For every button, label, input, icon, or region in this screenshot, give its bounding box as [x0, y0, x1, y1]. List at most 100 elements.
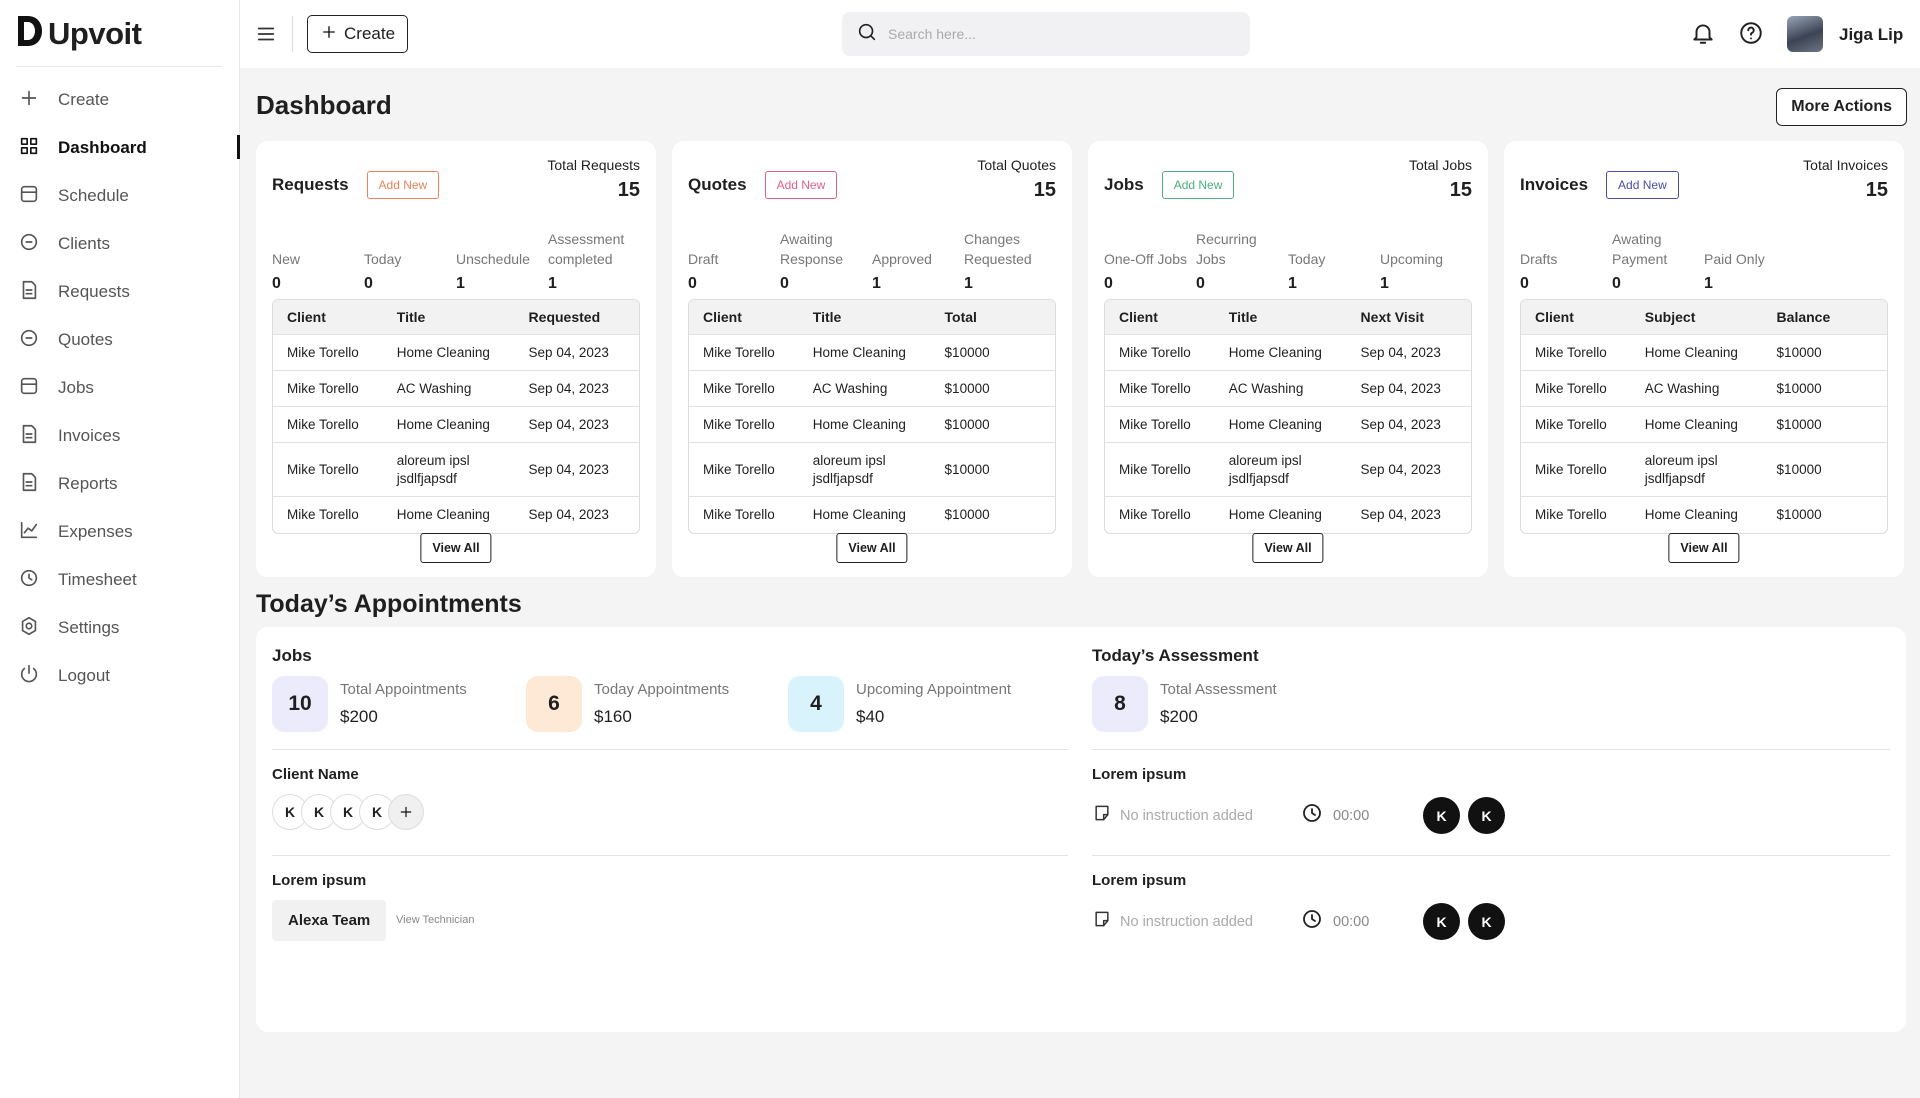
table-cell: Mike Torello: [1105, 334, 1215, 371]
nav-label: Timesheet: [58, 570, 137, 589]
table-cell: Sep 04, 2023: [1346, 406, 1471, 443]
note-icon: [1092, 803, 1112, 828]
add-client[interactable]: [388, 794, 424, 830]
icon: [1303, 910, 1321, 928]
appointments-panel: Jobs 10 Total Appointments $200 6 Today Appoi…: [256, 627, 1906, 1032]
icon: [20, 664, 38, 682]
nav-item[interactable]: Expenses: [18, 516, 240, 548]
add-new-button[interactable]: Add New: [764, 171, 838, 199]
view-all-button[interactable]: View All: [1252, 533, 1324, 563]
total-label: Total Jobs: [1408, 157, 1472, 173]
notifications[interactable]: [1690, 20, 1716, 51]
help[interactable]: [1738, 20, 1764, 51]
stat: Drafts 0: [1520, 231, 1612, 293]
icon: [1693, 24, 1713, 44]
stat: New 0: [272, 231, 364, 293]
table-cell: Mike Torello: [1521, 496, 1631, 533]
card-table: Client Title Next Visit Mike Torello Home Cl…: [1105, 300, 1471, 533]
user-name[interactable]: Jiga Lip: [1839, 25, 1904, 44]
table-cell: Sep 04, 2023: [1346, 496, 1471, 533]
stat-value: 0: [1520, 275, 1529, 292]
add-new-button[interactable]: Add New: [366, 171, 440, 199]
stat-tile: 8: [1092, 676, 1148, 732]
assignee-avatar: K: [1423, 903, 1460, 940]
more-actions[interactable]: More Actions: [1776, 88, 1907, 126]
appointment-stat: 10 Total Appointments $200: [272, 676, 467, 732]
active-indicator: [237, 135, 240, 159]
menu-button[interactable]: [255, 23, 277, 50]
stat-value: 0: [780, 275, 789, 292]
create-button[interactable]: Create: [307, 15, 409, 53]
table-cell: Mike Torello: [1521, 370, 1631, 407]
page-title: Dashboard: [256, 90, 392, 120]
stat-label: Today Appointments: [594, 681, 730, 698]
add-new-button[interactable]: Add New: [1606, 171, 1679, 199]
total-label: Total Requests: [547, 157, 640, 173]
icon: [400, 806, 412, 818]
nav-item[interactable]: Timesheet: [18, 564, 240, 596]
stat: Paid Only 1: [1704, 231, 1796, 293]
view-all-button[interactable]: View All: [420, 533, 492, 563]
stat-amount: $40: [856, 707, 885, 726]
table-row: Mike Torello AC Washing Sep 04, 2023: [273, 370, 639, 407]
view-all-button[interactable]: View All: [836, 533, 908, 563]
card-header: Quotes Add New Total Quotes 15: [688, 157, 1056, 221]
nav-item[interactable]: Create: [18, 84, 240, 116]
table-cell: Sep 04, 2023: [514, 334, 639, 371]
nav-item[interactable]: Clients: [18, 228, 240, 260]
table-cell: Home Cleaning: [798, 406, 931, 443]
view-all-button[interactable]: View All: [1668, 533, 1740, 563]
table-cell: Mike Torello: [1521, 406, 1631, 443]
stat-text: Total Assessment $200: [1160, 681, 1277, 727]
nav-item[interactable]: Invoices: [18, 420, 240, 452]
nav-item[interactable]: Requests: [18, 276, 240, 308]
table-cell: Mike Torello: [689, 334, 799, 371]
nav-icon: [18, 183, 40, 210]
search-box[interactable]: Search here...: [842, 12, 1250, 56]
table-cell: AC Washing: [798, 370, 931, 407]
user-avatar[interactable]: [1787, 16, 1823, 52]
stat-value: 0: [1196, 275, 1205, 292]
field-label: Lorem ipsum: [1092, 766, 1187, 783]
nav-item[interactable]: Schedule: [18, 180, 240, 212]
nav-label: Dashboard: [58, 138, 147, 157]
table-header: Client Title Next Visit: [1105, 300, 1471, 335]
add-new-button[interactable]: Add New: [1161, 171, 1235, 199]
nav-item[interactable]: Reports: [18, 468, 240, 500]
summary-card: Jobs Add New Total Jobs 15 One-Off Jobs 0 Recu…: [1088, 141, 1488, 577]
table-cell: Sep 04, 2023: [1346, 334, 1471, 371]
table-row: Mike Torello aloreum ipsl jsdlfjapsdf Sep …: [1105, 442, 1471, 497]
search-placeholder: Search here...: [888, 26, 976, 42]
table-cell: $10000: [1762, 442, 1887, 497]
table-cell: AC Washing: [382, 370, 515, 407]
icon: [20, 185, 38, 202]
card-table: Client Subject Balance Mike Torello Home Cle…: [1521, 300, 1887, 533]
card-total: Total Requests 15: [547, 157, 640, 202]
nav-label: Expenses: [58, 522, 133, 541]
appointment-stat: 8 Total Assessment $200: [1092, 676, 1277, 732]
stat-label: Changes Requested: [964, 231, 1032, 267]
icon: [1740, 22, 1762, 44]
table-row: Mike Torello Home Cleaning Sep 04, 2023: [1105, 334, 1471, 371]
table-cell: Mike Torello: [273, 406, 383, 443]
table-header: Client Title Requested: [273, 300, 639, 335]
stat-label: Upcoming: [1380, 251, 1444, 267]
card-table: Client Title Requested Mike Torello Home Cle…: [273, 300, 639, 533]
nav-item[interactable]: Logout: [18, 660, 240, 692]
table-row: Mike Torello Home Cleaning $10000: [1521, 406, 1887, 443]
nav-item[interactable]: Jobs: [18, 372, 240, 404]
nav-item[interactable]: Dashboard: [18, 132, 240, 164]
total-label: Total Quotes: [977, 157, 1056, 173]
icon: [1303, 804, 1321, 822]
card-title: Jobs: [1104, 175, 1144, 194]
stat-label: Awaiting Response: [780, 231, 844, 267]
nav-item[interactable]: Settings: [18, 612, 240, 644]
table-cell: Sep 04, 2023: [1346, 370, 1471, 407]
note-icon: [1092, 909, 1112, 934]
view-technician[interactable]: View Technician: [396, 914, 475, 926]
table-cell: aloreum ipsl jsdlfjapsdf: [1630, 442, 1763, 497]
nav-label: Quotes: [58, 330, 113, 349]
nav-item[interactable]: Quotes: [18, 324, 240, 356]
